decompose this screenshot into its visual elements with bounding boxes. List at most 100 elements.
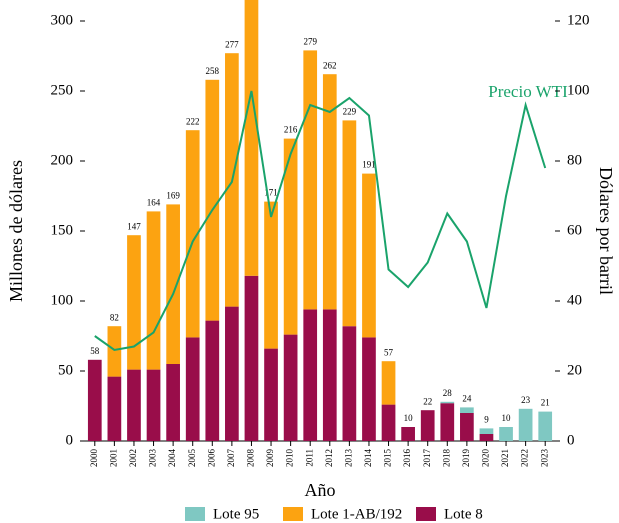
x-tick-label: 2015 [383,449,393,468]
bar-segment [264,201,278,349]
y2-tick-label: 120 [567,12,590,28]
x-tick-label: 2016 [402,449,412,468]
bar-segment [205,320,220,441]
x-tick-label: 2008 [246,449,256,468]
legend-label: Lote 95 [213,506,259,522]
legend-label: Lote 1-AB/192 [311,506,402,522]
bar-segment [381,361,396,405]
bar-segment [244,0,259,276]
bar-segment [127,369,141,441]
total-label: 258 [206,66,220,76]
total-label: 10 [404,413,414,423]
total-label: 279 [303,36,317,46]
bar-segment [440,401,455,404]
bar-segment [166,364,180,441]
bar-segment [185,130,200,338]
bar-segment [283,138,298,335]
bar-segment [146,369,161,441]
legend-label: Lote 8 [444,506,483,522]
bar-segment [440,403,455,441]
bar-segment [322,74,337,310]
bar-segment [264,348,278,441]
total-label: 169 [166,190,180,200]
price-line [94,90,547,352]
x-tick-label: 2020 [481,449,491,468]
bar-segment [244,275,259,441]
bar-segment [87,359,102,441]
bar-segment [460,413,474,441]
total-label: 147 [127,221,141,231]
bar-segment [303,50,318,310]
total-label: 24 [462,393,472,403]
y-tick-label: 250 [51,82,74,98]
y-tick-label: 300 [51,12,74,28]
bar-segment [518,408,533,441]
x-tick-label: 2022 [520,449,530,467]
bar-segment [342,120,357,327]
total-label: 23 [521,395,531,405]
bar-segment [499,427,513,441]
legend-swatch [185,507,205,521]
y-tick-label: 150 [51,222,74,238]
x-tick-label: 2014 [363,449,373,468]
x-tick-label: 2021 [500,449,510,467]
x-tick-label: 2011 [304,449,314,467]
bar-segment [107,376,122,441]
x-tick-label: 2018 [441,449,451,468]
bar-segment [460,407,474,413]
x-tick-label: 2004 [167,449,177,468]
y2-tick-label: 40 [567,292,582,308]
x-tick-label: 2023 [539,449,549,468]
bar-segment [381,404,396,441]
x-tick-label: 2005 [187,449,197,468]
legend-swatch [283,507,303,521]
bar-segment [322,309,337,441]
y-tick-label: 50 [58,362,73,378]
x-tick-label: 2019 [461,449,471,468]
bar-segment [107,326,122,377]
x-tick-label: 2010 [285,449,295,468]
bar-segment [185,337,200,441]
x-axis-title: Año [305,480,336,500]
legend-swatch [416,507,436,521]
total-label: 57 [384,347,394,357]
bar-segment [166,204,180,364]
y2-tick-label: 100 [567,82,590,98]
total-label: 277 [225,39,239,49]
total-label: 28 [443,388,453,398]
total-label: 171 [264,188,278,198]
total-label: 262 [323,60,337,70]
x-tick-label: 2000 [89,449,99,468]
total-label: 82 [110,312,119,322]
bar-segment [225,306,239,441]
total-label: 229 [343,106,357,116]
total-label: 10 [502,413,512,423]
total-label: 58 [90,346,100,356]
y2-axis-title: Dólares por barril [596,167,616,295]
bar-segment [479,434,494,441]
bar-segment [127,235,141,370]
total-label: 164 [147,197,161,207]
y-tick-label: 0 [66,432,74,448]
y-axis-title: Millones de dólares [6,160,26,302]
bar-segment [362,337,376,441]
x-tick-label: 2007 [226,449,236,468]
y-tick-label: 100 [51,292,74,308]
x-tick-label: 2017 [422,449,432,468]
bar-segment [362,173,376,338]
y2-tick-label: 60 [567,222,582,238]
bar-segment [420,410,435,441]
bar-segment [205,79,220,321]
total-label: 222 [186,116,200,126]
y-tick-label: 200 [51,152,74,168]
x-tick-label: 2009 [265,449,275,468]
bar-segment [283,334,298,441]
x-tick-label: 2013 [343,449,353,468]
x-tick-label: 2001 [108,449,118,467]
x-tick-label: 2006 [206,449,216,468]
bar-segment [146,211,161,370]
bar-segment [401,427,415,441]
bar-segment [479,428,494,434]
bar-segment [303,309,318,441]
